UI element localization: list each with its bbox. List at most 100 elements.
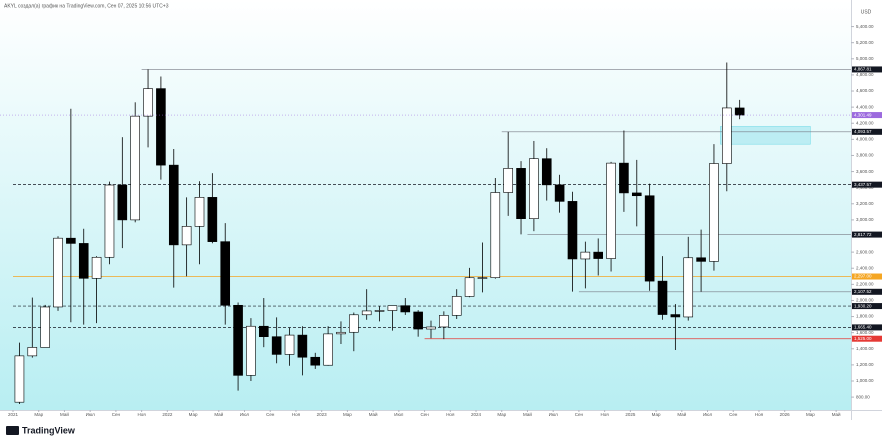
candle-body bbox=[593, 251, 604, 259]
candle-body bbox=[66, 237, 76, 244]
x-tick-label: Июл bbox=[240, 412, 250, 417]
y-tick-label: 1,400.00 bbox=[856, 346, 874, 351]
candle-body bbox=[181, 226, 192, 246]
x-tick-label: Сен bbox=[729, 412, 738, 417]
y-tick-label: 1,800.00 bbox=[856, 314, 874, 319]
x-tick-label: Июл bbox=[703, 412, 713, 417]
candle-body bbox=[541, 158, 552, 186]
candle-body bbox=[297, 334, 308, 358]
x-tick-label: 2026 bbox=[780, 412, 791, 417]
candle-body bbox=[451, 296, 462, 316]
y-tick-label: 4,800.00 bbox=[856, 72, 874, 77]
y-tick-label: 5,400.00 bbox=[856, 24, 874, 29]
level-label-box bbox=[852, 231, 882, 238]
candle-body bbox=[439, 315, 449, 328]
candle-body bbox=[374, 310, 385, 312]
candle-body bbox=[168, 164, 179, 246]
level-label-box bbox=[852, 181, 882, 188]
candle-body bbox=[400, 305, 411, 313]
candle-body bbox=[567, 201, 578, 260]
y-tick-label: 2,400.00 bbox=[856, 265, 874, 270]
x-tick-label: Сен bbox=[112, 412, 121, 417]
x-tick-label: Ноя bbox=[755, 412, 764, 417]
level-label: 2,297.00 bbox=[854, 274, 872, 279]
x-tick-label: Май bbox=[60, 411, 69, 417]
candle-body bbox=[143, 88, 153, 117]
candle-body bbox=[554, 184, 565, 202]
candle-body bbox=[104, 184, 115, 258]
x-tick-label: 2022 bbox=[162, 412, 173, 417]
level-label-box bbox=[852, 128, 882, 135]
zone bbox=[720, 126, 811, 145]
candle-body bbox=[40, 306, 50, 348]
x-tick-label: 2023 bbox=[317, 412, 328, 417]
x-tick-label: Сен bbox=[420, 412, 429, 417]
y-tick-label: 2,200.00 bbox=[856, 282, 874, 287]
candle-body bbox=[734, 107, 745, 116]
candle-body bbox=[696, 257, 706, 262]
candle-body bbox=[709, 163, 719, 262]
x-tick-label: Мар bbox=[189, 412, 198, 417]
level-label-box bbox=[852, 303, 882, 310]
x-tick-label: 2021 bbox=[8, 412, 19, 417]
x-tick-label: Май bbox=[832, 411, 841, 417]
x-tick-label: Мар bbox=[343, 412, 352, 417]
candle-body bbox=[477, 277, 488, 279]
x-tick-label: Ноя bbox=[446, 412, 455, 417]
axes: 800.001,000.001,200.001,400.001,600.001,… bbox=[8, 24, 882, 417]
y-tick-label: 3,800.00 bbox=[856, 153, 874, 158]
level-label: 1,525.00 bbox=[854, 336, 872, 341]
candle-body bbox=[233, 304, 243, 376]
candle-body bbox=[323, 333, 333, 366]
candle-body bbox=[156, 88, 166, 166]
candle-body bbox=[336, 331, 346, 335]
x-tick-label: 2025 bbox=[625, 412, 636, 417]
x-tick-label: Мар bbox=[497, 412, 506, 417]
candle-body bbox=[91, 256, 102, 279]
candle-body bbox=[349, 314, 359, 333]
x-tick-label: Сен bbox=[266, 412, 275, 417]
candle-body bbox=[361, 310, 372, 316]
candle-body bbox=[220, 241, 231, 306]
candle-body bbox=[670, 314, 681, 318]
candle-body bbox=[284, 334, 295, 355]
currency: USD bbox=[861, 9, 872, 15]
y-tick-label: 5,000.00 bbox=[856, 56, 874, 61]
candle-body bbox=[207, 197, 218, 242]
candle-body bbox=[503, 168, 513, 193]
candle-body bbox=[130, 115, 140, 221]
y-tick-label: 3,600.00 bbox=[856, 169, 874, 174]
level-label-box bbox=[852, 288, 882, 295]
y-tick-label: 2,600.00 bbox=[856, 249, 874, 254]
candle-body bbox=[27, 347, 38, 357]
x-tick-label: Ноя bbox=[601, 412, 610, 417]
level-label: 4,867.81 bbox=[854, 67, 872, 72]
candle-body bbox=[619, 162, 629, 194]
level-label-box bbox=[852, 273, 882, 280]
candle-body bbox=[606, 162, 616, 259]
y-tick-label: 4,600.00 bbox=[856, 88, 874, 93]
candle-body bbox=[246, 325, 256, 376]
candle-body bbox=[722, 107, 732, 164]
candle-body bbox=[117, 184, 128, 221]
candle-body bbox=[258, 325, 269, 337]
x-tick-label: 2024 bbox=[471, 412, 482, 417]
x-tick-label: Июл bbox=[394, 412, 404, 417]
level-label: 3,437.57 bbox=[854, 182, 872, 187]
x-tick-label: Май bbox=[214, 411, 223, 417]
last-price-label: 4,301.49 bbox=[854, 112, 872, 117]
y-tick-label: 3,000.00 bbox=[856, 217, 874, 222]
y-tick-label: 3,200.00 bbox=[856, 201, 874, 206]
level-label: 1,665.40 bbox=[854, 325, 872, 330]
level-label-box bbox=[852, 66, 882, 73]
last-price-box bbox=[852, 112, 882, 119]
level-label: 4,093.57 bbox=[854, 129, 872, 134]
x-tick-label: Ноя bbox=[138, 412, 147, 417]
y-tick-label: 2,000.00 bbox=[856, 298, 874, 303]
y-tick-label: 1,200.00 bbox=[856, 362, 874, 367]
candle-body bbox=[657, 280, 668, 315]
level-label: 2,107.52 bbox=[854, 289, 872, 294]
y-tick-label: 4,000.00 bbox=[856, 137, 874, 142]
y-tick-label: 800.00 bbox=[856, 394, 870, 399]
